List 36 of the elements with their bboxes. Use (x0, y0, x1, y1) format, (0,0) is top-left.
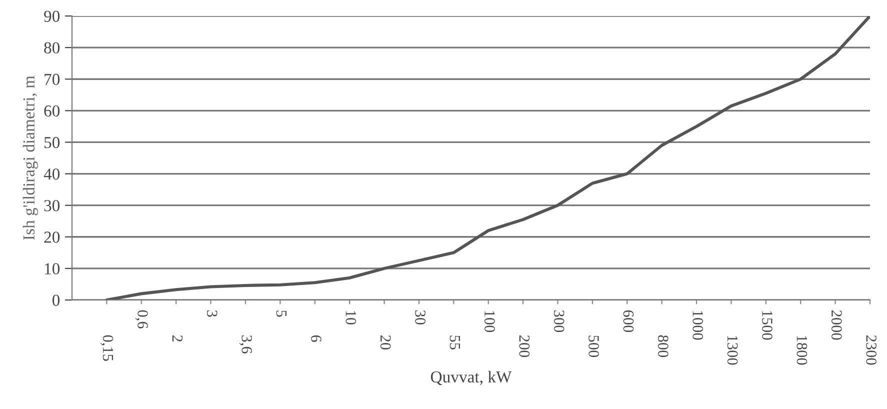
x-tick-label: 20 (380, 335, 391, 350)
x-tick-label: 2 (172, 335, 183, 342)
y-tick-label: 80 (44, 42, 60, 54)
x-tick-label: 500 (588, 336, 599, 358)
x-tick-label: 100 (484, 311, 495, 332)
x-tick-label: 1800 (796, 336, 808, 365)
x-tick-label: 2000 (831, 310, 842, 340)
x-tick-label: 5 (276, 310, 287, 317)
y-tick-label: 50 (44, 136, 60, 148)
x-tick-label: 30 (415, 310, 426, 324)
x-tick-label: 1000 (692, 311, 704, 340)
y-tick-label: 90 (44, 10, 60, 22)
x-tick-label: 0,15 (100, 335, 114, 361)
y-tick-label: 10 (44, 263, 60, 274)
x-tick-label: 1500 (762, 311, 772, 340)
x-tick-label: 0,6 (135, 310, 148, 328)
x-tick-label: 55 (450, 336, 460, 350)
x-tick-label: 3 (206, 310, 218, 317)
y-tick-label: 70 (44, 74, 60, 86)
x-tick-label: 300 (554, 310, 564, 332)
y-tick-label: 30 (44, 200, 60, 212)
x-axis-title: Quvvat, kW (430, 370, 512, 386)
x-tick-label: 800 (658, 335, 668, 358)
x-tick-label: 10 (346, 311, 356, 324)
x-tick-label: 3,6 (239, 335, 252, 354)
y-tick-label: 0 (52, 294, 60, 306)
line-series (105, 16, 870, 300)
y-tick-label: 60 (44, 105, 60, 117)
x-tick-label: 6 (311, 335, 322, 342)
x-tick-label: 2300 (866, 335, 876, 365)
y-axis-title: Ish g'ildiragi diametri, m (22, 76, 38, 240)
x-tick-label: 600 (623, 310, 634, 332)
y-tick-label: 40 (44, 168, 60, 180)
x-tick-label: 1300 (727, 336, 738, 365)
x-tick-label: 200 (519, 335, 530, 358)
y-tick-label: 20 (44, 232, 60, 243)
